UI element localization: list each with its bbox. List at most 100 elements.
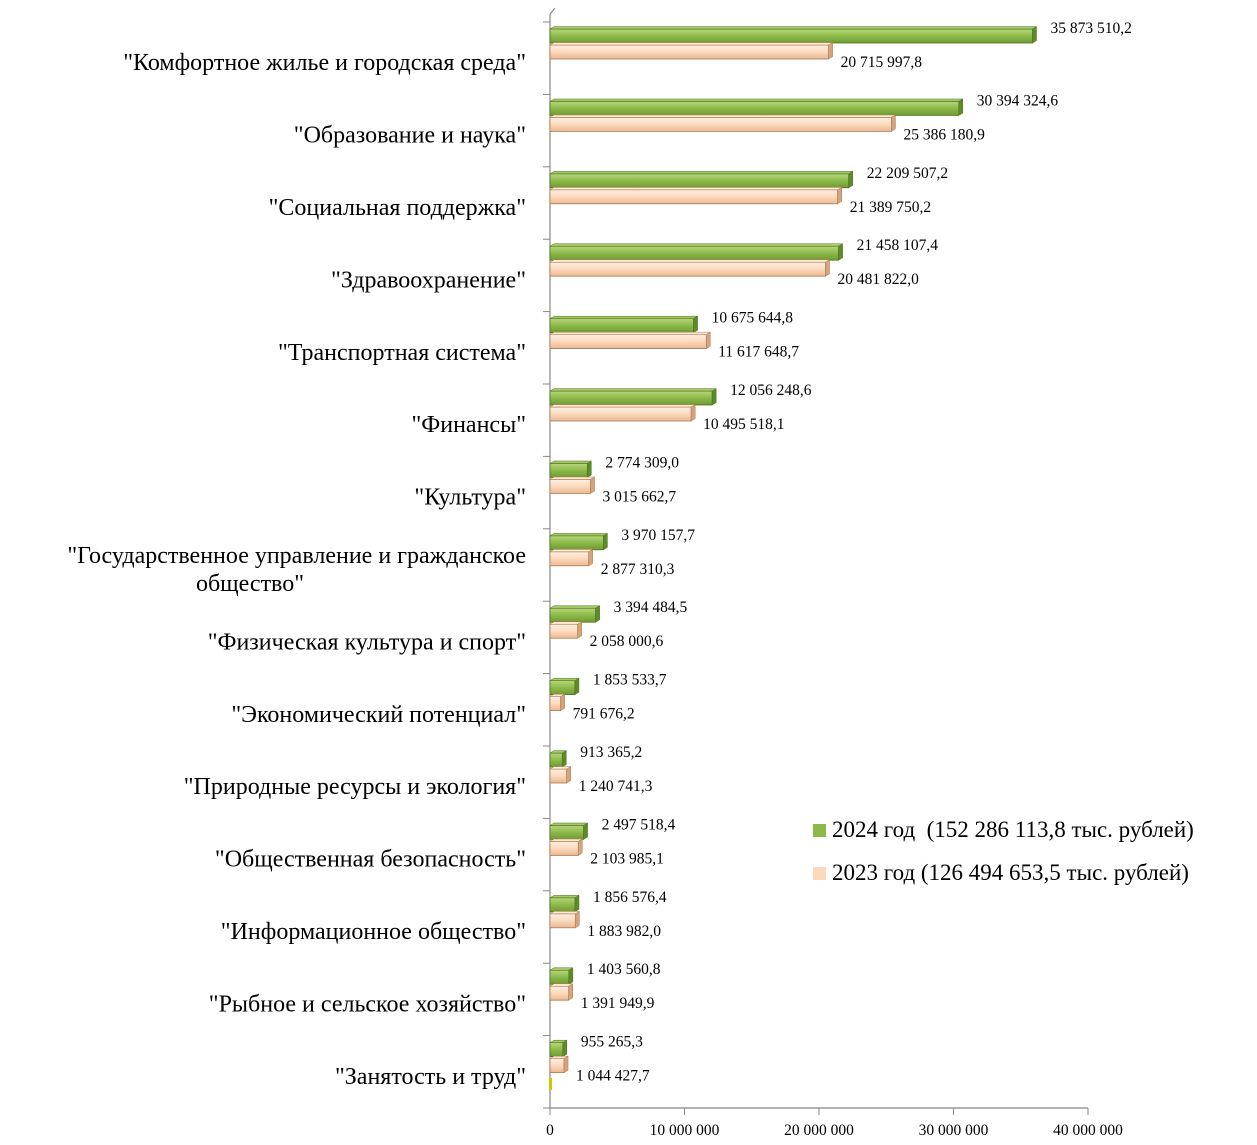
x-tick-label: 30 000 000 (919, 1122, 989, 1139)
bar-top-face (549, 895, 580, 899)
value-label-2023: 2 877 310,3 (601, 561, 675, 578)
bar-end-face (838, 243, 843, 261)
legend-label-2023: 2023 год (126 494 653,5 тыс. рублей) (832, 860, 1189, 885)
bar-end-face (706, 331, 711, 350)
legend: 2024 год (152 286 113,8 тыс. рублей) 2023… (813, 817, 1194, 885)
bar-end-face (690, 404, 696, 422)
legend-swatch-2023 (813, 867, 826, 880)
value-label-2024: 10 675 644,8 (712, 310, 794, 327)
category-label: "Природные ресурсы и экология" (184, 774, 526, 800)
bar-end-face (693, 315, 698, 334)
bar-2024 (549, 897, 576, 913)
bar-2024 (549, 390, 713, 406)
bar-top-face (549, 315, 699, 319)
value-label-2023: 1 883 982,0 (587, 923, 661, 940)
category-label: "Транспортная система" (278, 340, 526, 366)
bar-2024 (549, 535, 604, 551)
bar-top-face (549, 838, 584, 842)
bar-top-face (549, 388, 718, 392)
bar-2024 (549, 462, 588, 478)
bar-end-face (560, 693, 565, 712)
bar-top-face (549, 621, 583, 625)
bar-2023 (549, 696, 562, 711)
bar-end-face (588, 548, 593, 567)
bar-2023 (549, 985, 570, 1001)
value-label-2024: 3 394 484,5 (614, 599, 688, 616)
category-label: "Образование и наука" (294, 123, 526, 149)
value-label-2023: 1 044 427,7 (576, 1068, 650, 1085)
bar-top-face (549, 171, 854, 175)
bar-end-face (828, 42, 833, 60)
bar-2023 (549, 334, 707, 350)
bar-2024 (549, 607, 597, 623)
x-tick-label: 20 000 000 (784, 1122, 854, 1139)
value-label-2024: 35 873 510,2 (1050, 20, 1131, 37)
bar-end-face (568, 967, 574, 985)
bar-2023 (549, 841, 579, 856)
bar-2023 (549, 406, 692, 422)
bar-end-face (837, 186, 842, 205)
bar-top-face (549, 42, 834, 46)
bar-top-face (549, 549, 594, 553)
bar-2024 (549, 825, 584, 840)
bar-end-face (958, 98, 964, 116)
bar-2024 (549, 752, 563, 768)
bar-end-face (711, 388, 717, 406)
labels: 0 10 000 000 20 000 000 30 000 000 40 000 00… (67, 20, 1131, 1139)
bar-end-face (562, 750, 567, 768)
bar-top-face (549, 26, 1038, 30)
bar-end-face (577, 621, 582, 639)
bar-top-face (549, 911, 581, 915)
bar-end-face (603, 532, 608, 551)
bar-2023 (549, 913, 576, 929)
bar-2024 (549, 245, 840, 261)
bar-end-face (891, 114, 896, 132)
bar-top-face (549, 114, 897, 118)
category-label: "Информационное общество" (221, 919, 526, 945)
bar-top-face (549, 476, 596, 480)
bar-top-face (549, 187, 843, 191)
category-label: "Физическая культура и спорт" (208, 629, 526, 655)
value-label-2024: 1 856 576,4 (593, 889, 667, 906)
value-label-2024: 1 403 560,8 (587, 961, 661, 978)
x-tick-label: 0 (546, 1122, 554, 1139)
y-axis-depth-line (549, 7, 556, 15)
bar-end-face (563, 1055, 569, 1074)
bar-end-face (574, 894, 580, 913)
value-label-2023: 20 481 822,0 (837, 271, 919, 288)
value-label-2024: 1 853 533,7 (593, 672, 667, 689)
value-label-2024: 2 497 518,4 (602, 816, 676, 833)
x-tick-label: 10 000 000 (650, 1122, 720, 1139)
value-label-2023: 2 103 985,1 (590, 850, 664, 867)
value-label-2024: 22 209 507,2 (867, 165, 948, 182)
value-label-2023: 21 389 750,2 (850, 199, 931, 216)
category-label: "Здравоохранение" (331, 267, 526, 293)
bar-end-face (583, 822, 588, 840)
value-label-2024: 21 458 107,4 (857, 237, 939, 254)
bar-2023 (549, 1058, 565, 1073)
bar-end-face (825, 259, 830, 277)
bar-2023 (549, 551, 590, 567)
bar-2023 (549, 44, 830, 60)
bar-end-face (848, 170, 853, 189)
bar-end-face (566, 766, 571, 784)
value-label-2023: 791 676,2 (573, 706, 635, 723)
value-label-2024: 3 970 157,7 (621, 527, 695, 544)
bar-end-face (590, 476, 595, 494)
category-label: "Финансы" (411, 412, 526, 438)
axis-marker (549, 1078, 552, 1090)
bar-2024 (549, 1042, 564, 1057)
bar-2024 (549, 318, 694, 334)
bar-top-face (549, 404, 697, 408)
bar-end-face (575, 910, 580, 929)
bar-2024 (549, 101, 960, 116)
bar-top-face (549, 243, 844, 247)
x-tick-label: 40 000 000 (1053, 1122, 1123, 1139)
value-label-2023: 10 495 518,1 (703, 416, 784, 433)
bar-top-face (549, 533, 609, 537)
bar-2024 (549, 28, 1033, 44)
category-label: "Комфортное жилье и городская среда" (123, 50, 526, 76)
category-label: "Занятость и труд" (335, 1064, 526, 1090)
bar-top-face (549, 98, 964, 102)
